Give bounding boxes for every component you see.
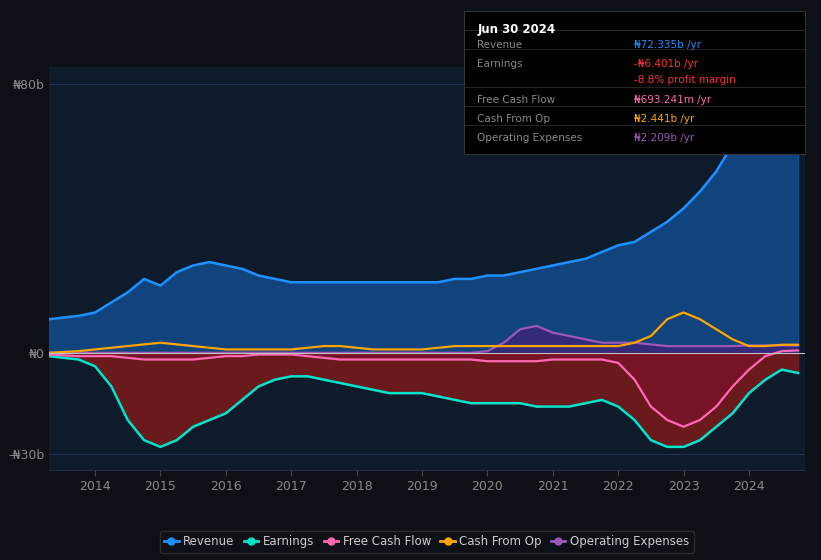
Text: ₦693.241m /yr: ₦693.241m /yr — [635, 95, 711, 105]
Text: ₦2.441b /yr: ₦2.441b /yr — [635, 114, 695, 124]
Legend: Revenue, Earnings, Free Cash Flow, Cash From Op, Operating Expenses: Revenue, Earnings, Free Cash Flow, Cash … — [159, 531, 695, 553]
Text: ₦2.209b /yr: ₦2.209b /yr — [635, 133, 695, 143]
Text: Operating Expenses: Operating Expenses — [478, 133, 583, 143]
Text: -8.8% profit margin: -8.8% profit margin — [635, 75, 736, 85]
Text: Cash From Op: Cash From Op — [478, 114, 551, 124]
Text: Free Cash Flow: Free Cash Flow — [478, 95, 556, 105]
Text: Revenue: Revenue — [478, 40, 523, 50]
Text: -₦6.401b /yr: -₦6.401b /yr — [635, 59, 698, 69]
Text: Jun 30 2024: Jun 30 2024 — [478, 22, 556, 36]
Text: Earnings: Earnings — [478, 59, 523, 69]
Text: ₦72.335b /yr: ₦72.335b /yr — [635, 40, 701, 50]
